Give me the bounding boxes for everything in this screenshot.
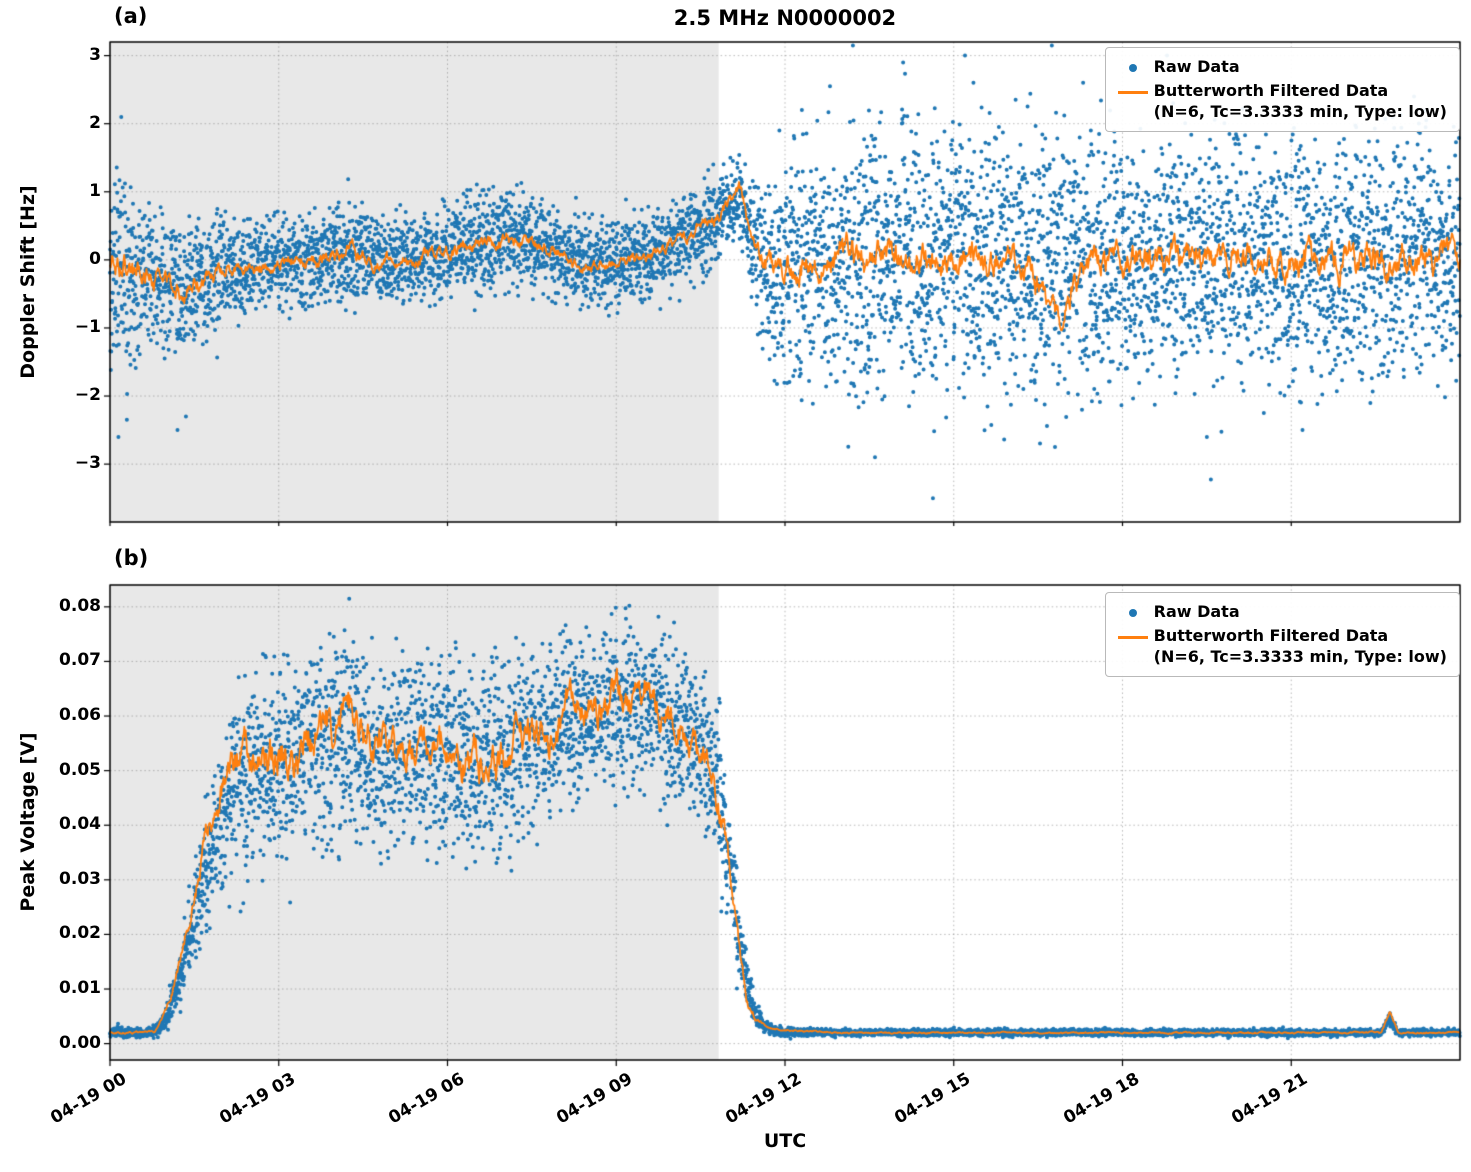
- y-tick-label: 1: [89, 180, 101, 201]
- filtered-line-icon: [1117, 635, 1148, 639]
- legend-raw-label: Raw Data: [1153, 57, 1240, 76]
- legend-filtered-label-line1: Butterworth Filtered Data: [1153, 625, 1389, 645]
- legend-filtered-label-line2: (N=6, Tc=3.3333 min, Type: low): [1153, 646, 1447, 666]
- legend-raw-label: Raw Data: [1153, 602, 1240, 621]
- panel-label-a: (a): [114, 4, 148, 28]
- y-tick-label: 0.00: [59, 1032, 101, 1053]
- y-tick-label: 0.04: [59, 814, 101, 835]
- raw-data-marker-cell: [1112, 57, 1154, 72]
- legend-filtered-label-line1: Butterworth Filtered Data: [1153, 80, 1389, 100]
- y-tick-label: −1: [74, 316, 101, 337]
- raw-data-dot-icon: [1128, 64, 1137, 72]
- legend-filtered-label: Butterworth Filtered Data (N=6, Tc=3.333…: [1154, 81, 1447, 123]
- y-tick-label: 0.06: [59, 705, 101, 726]
- raw-data-marker-cell: [1112, 602, 1154, 617]
- y-tick-label: 2: [89, 112, 101, 133]
- raw-data-dot-icon: [1128, 609, 1137, 617]
- y-tick-label: 0.07: [59, 650, 101, 671]
- y-tick-label: 3: [89, 44, 101, 65]
- legend-filtered-label: Butterworth Filtered Data (N=6, Tc=3.333…: [1154, 626, 1447, 668]
- y-tick-label: 0.03: [59, 868, 101, 889]
- chart-title: 2.5 MHz N0000002: [673, 6, 897, 30]
- y-tick-label: −3: [74, 453, 101, 474]
- y-tick-label: 0.08: [59, 595, 101, 616]
- legend-row-raw: Raw Data: [1112, 57, 1447, 78]
- panel-label-b: (b): [114, 546, 149, 570]
- y-axis-label-a: Doppler Shift [Hz]: [17, 185, 39, 379]
- legend-row-raw: Raw Data: [1112, 602, 1447, 623]
- legend-row-filtered: Butterworth Filtered Data (N=6, Tc=3.333…: [1112, 81, 1447, 123]
- x-axis-label: UTC: [763, 1130, 807, 1152]
- y-tick-label: −2: [74, 385, 101, 406]
- legend-panel-b: Raw Data Butterworth Filtered Data (N=6,…: [1104, 592, 1460, 678]
- y-tick-label: 0.02: [59, 923, 101, 944]
- filtered-data-marker-cell: [1112, 81, 1154, 94]
- legend-row-filtered: Butterworth Filtered Data (N=6, Tc=3.333…: [1112, 626, 1447, 668]
- legend-panel-a: Raw Data Butterworth Filtered Data (N=6,…: [1104, 47, 1460, 133]
- y-tick-label: 0.01: [59, 978, 101, 999]
- y-tick-label: 0: [89, 248, 101, 269]
- filtered-line-icon: [1117, 90, 1148, 94]
- y-tick-label: 0.05: [59, 759, 101, 780]
- filtered-data-marker-cell: [1112, 626, 1154, 639]
- legend-filtered-label-line2: (N=6, Tc=3.3333 min, Type: low): [1153, 101, 1447, 121]
